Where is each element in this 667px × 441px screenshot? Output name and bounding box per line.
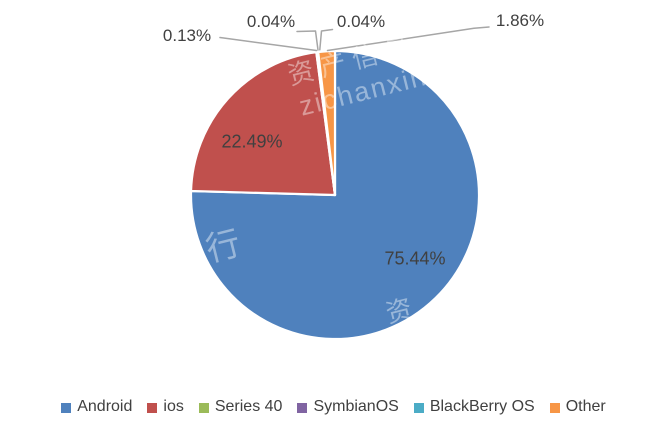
legend-label-blackberry-os: BlackBerry OS: [429, 398, 535, 415]
data-label-symbianos: 0.04%: [246, 12, 296, 31]
legend-label-series-40: Series 40: [214, 398, 283, 415]
legend-label-other: Other: [565, 398, 606, 415]
legend-item-symbianos: SymbianOS: [297, 398, 399, 416]
legend-swatch-other-icon: [549, 402, 560, 413]
leader-line-symbianos: [296, 30, 319, 51]
leader-line-other: [326, 26, 490, 52]
legend-item-android: Android: [61, 398, 132, 416]
legend-item-series-40: Series 40: [198, 398, 283, 416]
data-label-blackberry-os: 0.04%: [336, 12, 386, 31]
pie-slice-ios: [189, 51, 337, 197]
legend-item-blackberry-os: BlackBerry OS: [413, 398, 535, 416]
legend-label-symbianos: SymbianOS: [313, 398, 399, 415]
legend-swatch-series-40-icon: [198, 402, 209, 413]
leader-line-blackberry-os: [319, 28, 334, 51]
legend-item-ios: ios: [147, 398, 184, 416]
legend: Android ios Series 40 SymbianOS BlackBer…: [0, 398, 667, 416]
legend-label-android: Android: [77, 398, 133, 415]
legend-swatch-ios-icon: [147, 402, 158, 413]
legend-label-ios: ios: [163, 398, 184, 415]
data-label-series-40: 0.13%: [162, 26, 212, 45]
legend-item-other: Other: [549, 398, 606, 416]
pie-slices-group: [189, 49, 481, 341]
data-label-android: 75.44%: [384, 248, 446, 269]
leader-line-series-40: [219, 36, 318, 52]
data-label-other: 1.86%: [495, 11, 545, 30]
legend-swatch-blackberry-os-icon: [413, 402, 424, 413]
legend-swatch-symbianos-icon: [297, 402, 308, 413]
pie-slice-other: [317, 49, 337, 197]
data-label-ios: 22.49%: [221, 131, 283, 152]
legend-swatch-android-icon: [61, 402, 72, 413]
